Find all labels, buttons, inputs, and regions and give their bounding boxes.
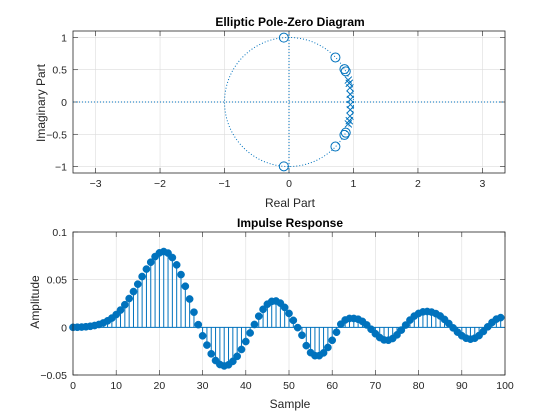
stem-marker bbox=[280, 303, 289, 312]
stem-marker bbox=[250, 320, 259, 329]
ir-xtick-label: 0 bbox=[70, 380, 76, 392]
stem-marker bbox=[120, 300, 129, 309]
pz-xtick-label: −2 bbox=[154, 178, 166, 190]
stem-marker bbox=[172, 261, 181, 269]
ir-ytick-label: 0 bbox=[61, 322, 67, 334]
stem-marker bbox=[116, 306, 125, 314]
stem-marker bbox=[142, 265, 151, 273]
stem-marker bbox=[146, 258, 155, 267]
ir-xtick-label: 100 bbox=[496, 380, 514, 392]
pz-ytick-label: 1 bbox=[61, 32, 67, 44]
pz-xtick-label: −3 bbox=[90, 178, 102, 190]
impulse-response-axes: Impulse Response Sample Amplitude 0 10 20 3… bbox=[28, 216, 514, 411]
stem-marker bbox=[194, 320, 203, 329]
stem-marker bbox=[397, 326, 406, 334]
stem-marker bbox=[237, 345, 246, 354]
pole-zero-ylabel: Imaginary Part bbox=[34, 63, 48, 142]
stem-marker bbox=[198, 331, 207, 340]
pz-xtick-label: −1 bbox=[219, 178, 231, 190]
zero-marker bbox=[339, 129, 350, 140]
stem-marker bbox=[254, 312, 263, 321]
stem-marker bbox=[302, 341, 311, 350]
stem-marker bbox=[241, 337, 250, 346]
zero-marker bbox=[339, 64, 350, 75]
stem-marker bbox=[289, 316, 298, 325]
ir-xtick-label: 80 bbox=[413, 380, 425, 392]
pole-marker bbox=[346, 100, 355, 109]
stem-marker bbox=[233, 352, 242, 361]
pz-xtick-label: 1 bbox=[351, 178, 357, 190]
zero-marker bbox=[278, 161, 289, 172]
stem-marker bbox=[125, 294, 134, 303]
stem-marker bbox=[293, 323, 302, 332]
ir-xtick-label: 10 bbox=[110, 380, 122, 392]
stem-marker bbox=[319, 349, 328, 357]
stem-marker bbox=[168, 253, 177, 262]
stem-marker bbox=[133, 280, 142, 288]
stem-marker bbox=[207, 349, 216, 358]
stem-marker bbox=[181, 282, 190, 291]
pole-zero-title: Elliptic Pole-Zero Diagram bbox=[215, 15, 364, 29]
stem-marker bbox=[203, 341, 211, 349]
pz-axes-box bbox=[72, 30, 506, 174]
zero-marker bbox=[330, 141, 341, 152]
stem-marker bbox=[129, 287, 138, 296]
stem-marker bbox=[393, 331, 401, 339]
pole-marker bbox=[346, 83, 354, 92]
zero-marker bbox=[340, 66, 351, 77]
pole-zero-xlabel: Real Part bbox=[265, 196, 316, 210]
ir-xtick-label: 70 bbox=[370, 380, 382, 392]
ir-xtick-label: 50 bbox=[283, 380, 295, 392]
pz-xtick-label: 0 bbox=[286, 178, 292, 190]
pz-ytick-label: −1 bbox=[55, 162, 67, 174]
stem-marker bbox=[185, 295, 194, 303]
zero-marker bbox=[278, 32, 289, 43]
stem-marker bbox=[328, 336, 337, 345]
zero-marker bbox=[330, 52, 341, 63]
stem-marker bbox=[324, 343, 332, 352]
impulse-response-title: Impulse Response bbox=[237, 216, 343, 230]
ir-xtick-label: 30 bbox=[197, 380, 209, 392]
pz-ytick-label: 0 bbox=[61, 97, 67, 109]
ir-ytick-label: 0.05 bbox=[47, 275, 68, 287]
ir-xtick-label: 90 bbox=[456, 380, 468, 392]
zero-marker bbox=[340, 127, 351, 138]
stem-marker bbox=[285, 309, 293, 318]
pole-zero-axes: Elliptic Pole-Zero Diagram Real Part Ima… bbox=[34, 15, 506, 210]
stem-marker bbox=[496, 313, 505, 322]
ir-data-layer bbox=[69, 247, 505, 370]
stem-marker bbox=[177, 270, 185, 279]
ir-xtick-label: 60 bbox=[326, 380, 338, 392]
stem-marker bbox=[332, 328, 341, 337]
pz-data-layer bbox=[73, 31, 505, 173]
ir-ytick-label: 0.1 bbox=[52, 227, 67, 239]
ir-ytick-label: −0.05 bbox=[40, 370, 67, 382]
pz-ytick-label: 0.5 bbox=[52, 65, 67, 77]
ir-axes-box bbox=[72, 231, 506, 376]
stem-marker bbox=[298, 331, 306, 340]
stem-marker bbox=[228, 357, 237, 366]
stem-marker bbox=[190, 308, 198, 317]
pz-xtick-label: 2 bbox=[415, 178, 421, 190]
stem-marker bbox=[246, 329, 254, 337]
stem-marker bbox=[259, 305, 267, 314]
stem-marker bbox=[401, 321, 410, 329]
impulse-response-ylabel: Amplitude bbox=[28, 275, 42, 329]
pz-xtick-label: 3 bbox=[480, 178, 486, 190]
ir-xtick-label: 40 bbox=[240, 380, 252, 392]
impulse-response-xlabel: Sample bbox=[270, 397, 311, 411]
stem-marker bbox=[138, 272, 146, 281]
ir-xtick-label: 20 bbox=[154, 380, 166, 392]
pz-ytick-label: −0.5 bbox=[46, 129, 67, 141]
pole-marker bbox=[346, 112, 354, 121]
